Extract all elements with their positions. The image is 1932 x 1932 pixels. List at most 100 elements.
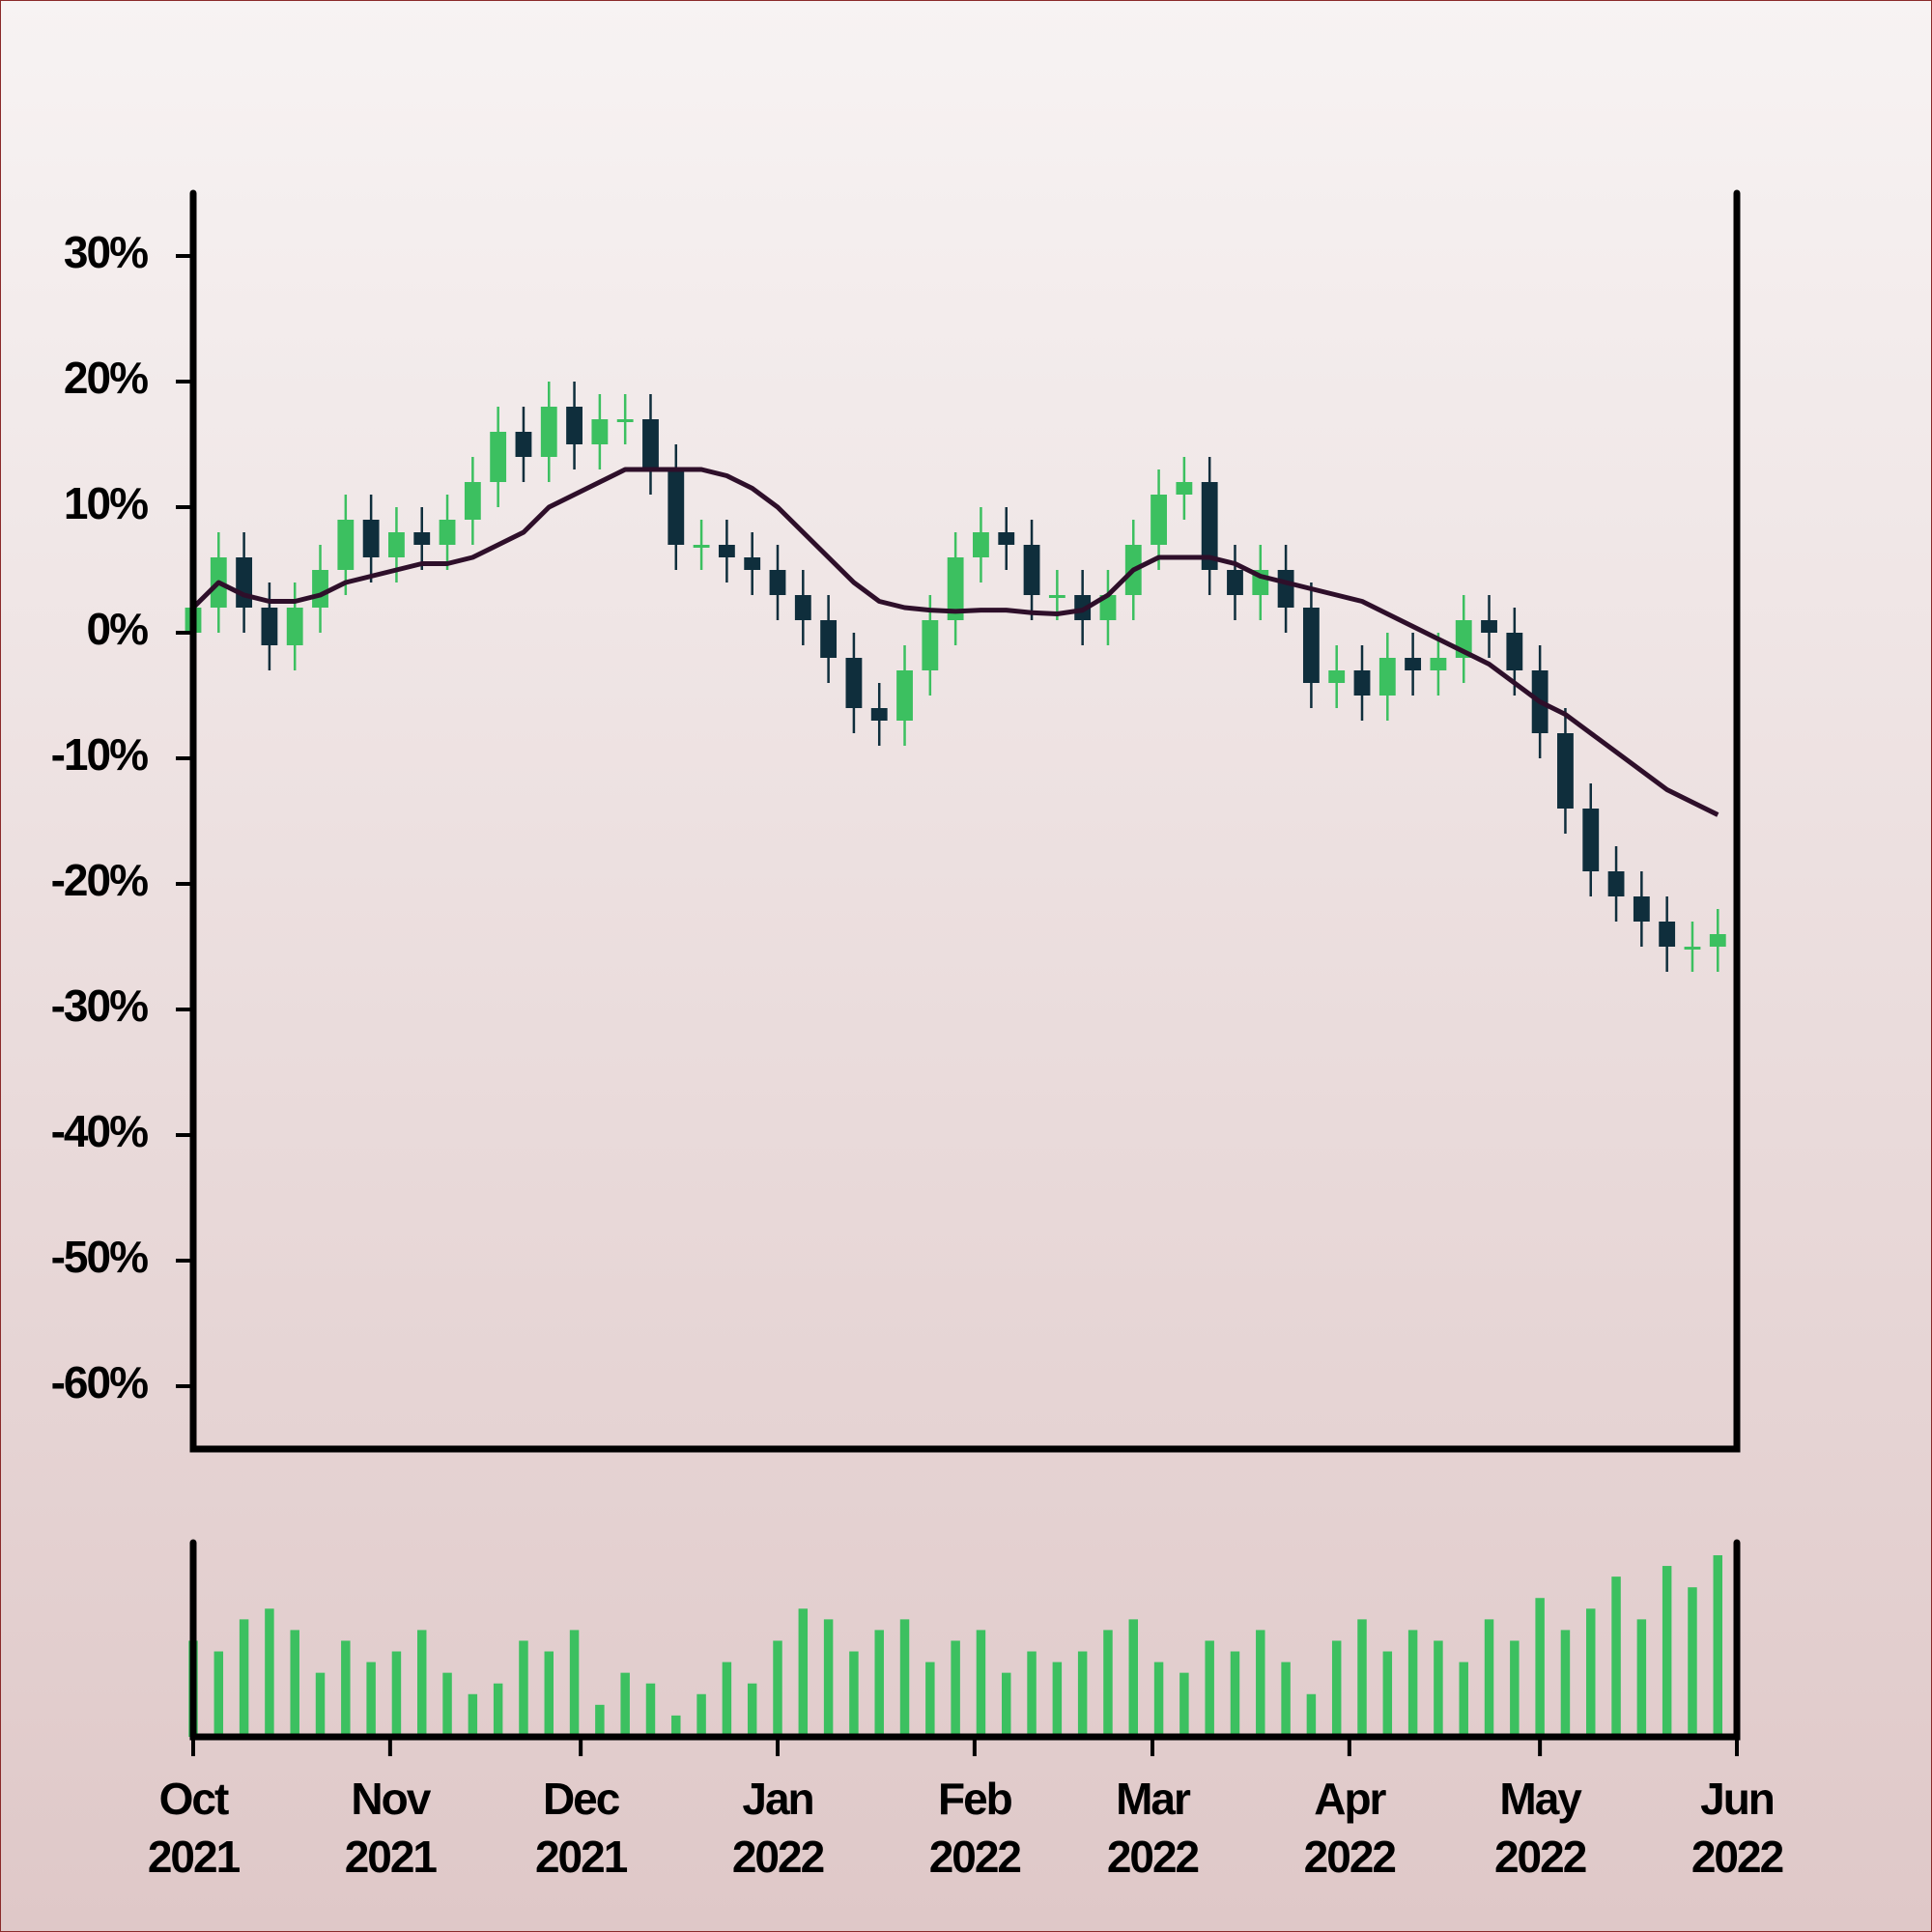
candle-body bbox=[1378, 658, 1396, 696]
candle-body bbox=[490, 432, 507, 482]
volume-bar bbox=[1128, 1619, 1139, 1737]
candle-body bbox=[1201, 482, 1218, 570]
volume-bar bbox=[925, 1662, 935, 1737]
volume-bar bbox=[1382, 1651, 1393, 1737]
candle-body bbox=[947, 557, 964, 620]
candle-body bbox=[845, 658, 863, 708]
candle-body bbox=[642, 419, 659, 469]
y-tick-label: -50% bbox=[51, 1232, 148, 1282]
volume-bar bbox=[417, 1630, 427, 1737]
candle-body bbox=[1277, 570, 1294, 608]
candle-body bbox=[616, 419, 634, 422]
volume-bar bbox=[1103, 1630, 1113, 1737]
volume-bar bbox=[519, 1640, 528, 1737]
candle-body bbox=[973, 532, 989, 557]
volume-bar bbox=[1535, 1598, 1545, 1737]
candle-body bbox=[540, 407, 557, 457]
volume-bar bbox=[1510, 1640, 1520, 1737]
volume-bar bbox=[595, 1704, 605, 1737]
x-tick-label: Jun bbox=[1700, 1774, 1774, 1824]
frame bbox=[189, 189, 1741, 1741]
volume-bar bbox=[696, 1693, 706, 1737]
candle-body bbox=[1709, 934, 1726, 947]
volume-bar bbox=[823, 1619, 834, 1737]
x-tick-label: 2022 bbox=[1691, 1832, 1783, 1882]
y-tick-label: 10% bbox=[64, 478, 148, 528]
volume-bar bbox=[798, 1608, 809, 1737]
volume-bar bbox=[442, 1672, 452, 1737]
volume-bar bbox=[1230, 1651, 1240, 1737]
x-tick-label: 2021 bbox=[535, 1832, 628, 1882]
volume-bar bbox=[899, 1619, 910, 1737]
volume-bar bbox=[1586, 1608, 1596, 1737]
volume-bar bbox=[1459, 1662, 1468, 1737]
x-tick-label: 2022 bbox=[929, 1832, 1021, 1882]
candle-body bbox=[464, 482, 481, 520]
volume-bar bbox=[874, 1630, 884, 1737]
candle-body bbox=[1176, 482, 1193, 495]
candle-body bbox=[794, 595, 811, 620]
y-tick-label: -30% bbox=[51, 980, 148, 1031]
candle-body bbox=[922, 620, 939, 670]
x-tick-label: 2021 bbox=[148, 1832, 241, 1882]
candle-body bbox=[312, 570, 328, 608]
candle-body bbox=[1659, 922, 1676, 947]
y-tick-label: -10% bbox=[51, 729, 148, 780]
x-tick-label: 2022 bbox=[732, 1832, 824, 1882]
volume-bar bbox=[1179, 1672, 1189, 1737]
candle-body bbox=[566, 407, 582, 444]
volume-bar bbox=[1052, 1662, 1063, 1737]
volume-axes bbox=[189, 1539, 1741, 1741]
candle-body bbox=[1481, 620, 1497, 633]
volume-bar bbox=[290, 1630, 299, 1737]
volume-bar bbox=[1331, 1640, 1342, 1737]
volume-bar bbox=[1688, 1587, 1697, 1737]
x-tick-label: Apr bbox=[1314, 1774, 1386, 1824]
volume-bar bbox=[671, 1715, 681, 1737]
candle-body bbox=[718, 545, 735, 557]
candle-body bbox=[668, 469, 685, 545]
x-tick-label: Jan bbox=[742, 1774, 812, 1824]
volume-bar bbox=[645, 1683, 656, 1737]
x-tick-label: Oct bbox=[159, 1774, 229, 1824]
volume-bar bbox=[239, 1619, 249, 1737]
candle-body bbox=[591, 419, 609, 444]
candle-body bbox=[1328, 670, 1346, 683]
candle-body bbox=[515, 432, 532, 457]
candle-body bbox=[1607, 871, 1625, 896]
candle-body bbox=[1099, 595, 1117, 620]
candle-body bbox=[896, 670, 913, 721]
y-tick-label: -60% bbox=[51, 1357, 148, 1407]
volume-bar bbox=[976, 1630, 986, 1737]
volume-bar bbox=[1256, 1630, 1265, 1737]
y-tick-label: 0% bbox=[87, 604, 149, 654]
volume-bar bbox=[1002, 1672, 1011, 1737]
candle-body bbox=[261, 608, 278, 645]
volume-bar bbox=[722, 1662, 732, 1737]
price-axes bbox=[189, 189, 1741, 1453]
candle-body bbox=[1227, 570, 1243, 595]
x-tick-label: Dec bbox=[543, 1774, 620, 1824]
volume-bar bbox=[951, 1640, 960, 1737]
x-tick-label: Mar bbox=[1116, 1774, 1191, 1824]
x-tick-label: Nov bbox=[351, 1774, 431, 1824]
candle-body bbox=[413, 532, 431, 545]
candle-body bbox=[1506, 633, 1523, 670]
candle-body bbox=[388, 532, 405, 557]
volume-bar bbox=[315, 1672, 326, 1737]
x-tick-label: 2021 bbox=[345, 1832, 438, 1882]
candle-body bbox=[362, 520, 380, 557]
x-tick-label: 2022 bbox=[1494, 1832, 1586, 1882]
volume-bar bbox=[1205, 1640, 1214, 1737]
volume-bar bbox=[341, 1640, 351, 1737]
volume-bar bbox=[366, 1662, 376, 1737]
volume-bar bbox=[620, 1672, 630, 1737]
y-tick-label: 30% bbox=[64, 227, 148, 277]
volume-bar bbox=[1357, 1619, 1367, 1737]
volume-bar bbox=[1281, 1662, 1291, 1737]
y-tick-label: -20% bbox=[51, 855, 148, 905]
candle-body bbox=[998, 532, 1015, 545]
candle-body bbox=[337, 520, 355, 570]
